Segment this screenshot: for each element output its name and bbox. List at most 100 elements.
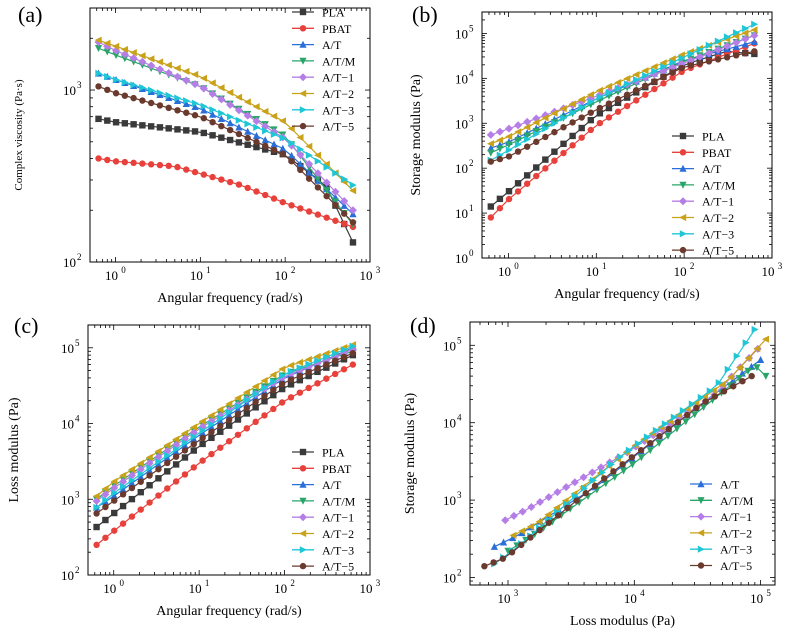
data-point (217, 428, 224, 435)
x-tick-label: 10 (189, 581, 202, 596)
series-line (96, 364, 354, 546)
data-point (753, 345, 761, 353)
data-point (296, 372, 304, 380)
data-point (252, 418, 259, 426)
data-point (704, 49, 713, 58)
legend-marker (299, 40, 307, 48)
data-point (349, 239, 357, 246)
data-point (182, 99, 190, 107)
data-point (101, 490, 110, 499)
data-point (559, 105, 567, 113)
data-point (102, 503, 109, 511)
data-point (605, 100, 613, 107)
data-point (181, 454, 189, 461)
data-point (146, 472, 153, 479)
data-point (226, 126, 234, 134)
data-point (753, 364, 761, 372)
data-point (642, 82, 649, 90)
data-point (578, 134, 585, 141)
data-point (501, 516, 510, 525)
y-axis-label: Storage modulus (Pa) (409, 74, 424, 196)
data-point (252, 131, 261, 139)
x-tick-exponent: 1 (602, 261, 607, 271)
data-point (262, 142, 269, 150)
data-point (741, 35, 750, 44)
legend-marker (299, 497, 307, 505)
data-point (252, 398, 259, 406)
data-point (182, 76, 191, 85)
data-point (578, 114, 585, 121)
x-tick-label: 10 (498, 591, 511, 606)
data-point (296, 133, 304, 142)
data-point (742, 24, 750, 33)
data-point (226, 88, 234, 97)
data-point (137, 478, 144, 485)
legend-label: A/T (322, 478, 342, 492)
data-point (661, 420, 669, 428)
y-tick-exponent: 3 (77, 80, 82, 90)
data-point (154, 460, 163, 468)
data-point (209, 132, 216, 139)
panel-label: (d) (410, 313, 436, 338)
data-point (278, 365, 286, 373)
data-point (586, 91, 594, 99)
data-point (518, 507, 527, 516)
series-a-t-5 (487, 48, 758, 165)
data-point (505, 187, 513, 195)
series-a-t-5 (93, 349, 357, 517)
data-point (147, 161, 155, 168)
data-point (545, 519, 553, 526)
data-point (305, 160, 314, 169)
data-point (226, 113, 234, 121)
data-point (596, 93, 604, 101)
data-point (741, 29, 749, 37)
data-point (207, 423, 216, 431)
data-point (137, 488, 144, 496)
data-point (172, 435, 180, 443)
data-point (542, 165, 549, 172)
data-point (679, 407, 687, 415)
data-point (349, 349, 357, 357)
data-point (579, 473, 588, 482)
data-point (163, 454, 171, 462)
data-point (714, 45, 723, 54)
series-a-t (94, 69, 357, 218)
legend-label: A/T (720, 478, 740, 492)
data-point (596, 119, 604, 127)
y-tick-exponent: 4 (469, 68, 474, 78)
legend-label: PBAT (322, 462, 352, 476)
data-point (130, 94, 137, 102)
data-point (509, 531, 517, 539)
legend-label: A/T−2 (322, 527, 354, 541)
data-point (138, 57, 147, 66)
plot-frame (89, 7, 371, 263)
data-point (705, 58, 713, 65)
x-tick-exponent: 0 (121, 265, 126, 275)
data-point (580, 484, 588, 492)
data-point (687, 62, 694, 69)
data-point (656, 432, 663, 440)
data-point (217, 422, 224, 430)
x-tick-label: 10 (498, 264, 511, 279)
data-point (632, 71, 640, 79)
data-point (128, 476, 136, 485)
data-point (270, 140, 278, 148)
data-point (341, 175, 349, 183)
data-point (243, 410, 251, 417)
data-point (757, 355, 765, 363)
data-point (234, 431, 242, 438)
series-a-t-3 (487, 20, 759, 164)
data-point (208, 450, 215, 458)
data-point (751, 325, 759, 334)
data-point (750, 26, 758, 34)
data-point (340, 346, 348, 354)
x-axis-label: Angular frequency (rad/s) (554, 287, 700, 302)
data-point (505, 132, 513, 141)
data-point (226, 136, 234, 144)
data-point (218, 122, 225, 130)
data-point (209, 173, 216, 181)
data-point (582, 490, 589, 497)
data-point (155, 65, 164, 74)
data-point (181, 429, 189, 437)
data-point (136, 459, 144, 467)
